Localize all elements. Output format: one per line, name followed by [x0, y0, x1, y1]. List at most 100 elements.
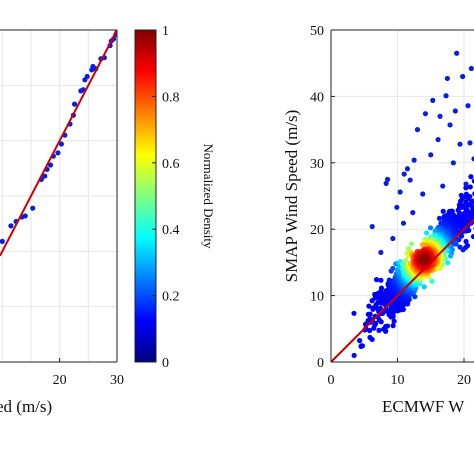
density-point: [378, 285, 385, 291]
right-data-point: [435, 136, 441, 143]
left-x-axis-label: ed (m/s): [0, 397, 52, 416]
density-point: [445, 260, 451, 266]
density-point: [366, 303, 372, 309]
colorbar-ticks: 0 0.2 0.4 0.6 0.8 1: [152, 24, 180, 371]
right-data-point: [401, 171, 407, 177]
density-point: [424, 230, 430, 236]
right-data-point: [420, 191, 426, 197]
right-data-point: [430, 97, 436, 103]
right-data-point: [454, 50, 460, 56]
right-data-point: [452, 108, 458, 114]
density-point: [440, 208, 446, 214]
right-data-point: [414, 127, 421, 133]
left-data-point: [71, 101, 78, 107]
density-point: [463, 238, 469, 245]
density-point: [351, 310, 357, 316]
right-data-point: [443, 93, 449, 99]
density-point: [463, 185, 469, 191]
right-y-axis-label: SMAP Wind Speed (m/s): [282, 110, 301, 283]
density-point: [367, 311, 373, 317]
density-point: [359, 343, 366, 349]
right-y-tick-label: 20: [310, 223, 324, 238]
density-point: [384, 323, 391, 329]
right-data-point: [465, 103, 471, 109]
density-point: [351, 352, 357, 359]
right-y-tick-label: 0: [317, 356, 324, 371]
left-data-point: [42, 173, 48, 179]
left-fit-line: [0, 29, 118, 257]
density-point: [403, 257, 409, 264]
density-point: [436, 215, 443, 221]
density-point: [429, 278, 435, 284]
right-y-tick-label: 50: [310, 24, 324, 39]
right-data-point: [394, 204, 400, 210]
right-data-point: [369, 223, 375, 230]
right-x-tick-label: 20: [457, 373, 471, 388]
right-data-point: [444, 75, 450, 82]
right-data-point: [384, 176, 391, 182]
right-data-point: [428, 152, 434, 158]
density-point: [357, 338, 363, 344]
left-points: [0, 30, 117, 244]
right-x-tick-label: 10: [391, 373, 405, 388]
right-data-point: [400, 220, 407, 226]
right-x-ticks: 0 10 20: [328, 358, 471, 388]
density-point: [421, 256, 427, 262]
left-data-point: [84, 73, 90, 80]
right-data-point: [457, 141, 463, 147]
density-point: [373, 277, 380, 283]
right-x-tick-label: 0: [328, 373, 335, 388]
density-point: [420, 242, 426, 248]
colorbar-tick-label: 1: [162, 24, 169, 39]
right-data-point: [411, 157, 417, 163]
right-data-point: [390, 235, 396, 242]
right-x-axis-label: ECMWF W: [382, 397, 465, 416]
colorbar-tick-label: 0.4: [162, 223, 180, 238]
left-data-point: [22, 213, 28, 219]
right-data-point: [378, 249, 384, 256]
right-data-point: [471, 156, 474, 162]
density-point: [376, 327, 382, 333]
right-data-point: [422, 111, 429, 117]
density-point: [396, 268, 402, 275]
density-point: [469, 204, 474, 210]
right-data-point: [404, 166, 411, 172]
right-data-point: [467, 140, 473, 146]
colorbar-tick-label: 0.8: [162, 90, 180, 105]
right-data-point: [450, 160, 456, 166]
density-point: [373, 320, 379, 326]
colorbar-tick-label: 0.2: [162, 290, 180, 305]
left-x-tick-label: 20: [53, 373, 67, 388]
density-point: [367, 334, 373, 341]
colorbar-tick-label: 0.6: [162, 157, 180, 172]
density-point: [457, 244, 463, 250]
right-data-point: [468, 65, 474, 72]
left-data-point: [55, 150, 61, 156]
density-point: [421, 284, 427, 290]
left-data-point: [47, 162, 54, 168]
density-point: [391, 318, 397, 324]
left-x-tick-label: 30: [110, 373, 124, 388]
density-point: [438, 220, 444, 226]
right-data-point: [410, 210, 416, 216]
right-data-point: [463, 181, 469, 187]
colorbar-label: Normalized Density: [201, 143, 216, 249]
right-data-point: [440, 183, 446, 189]
density-point: [467, 184, 473, 190]
left-data-point: [8, 223, 14, 229]
density-point: [390, 265, 396, 272]
right-y-ticks: 0 10 20 30 40 50: [310, 24, 335, 371]
density-point: [447, 253, 454, 259]
density-point: [378, 277, 384, 283]
density-point: [470, 233, 474, 240]
colorbar-gradient: [134, 29, 157, 363]
right-fit-line: [330, 218, 474, 363]
density-point: [412, 294, 418, 300]
left-data-point: [30, 205, 36, 211]
right-y-tick-label: 30: [310, 157, 324, 172]
right-data-point: [397, 189, 403, 195]
left-x-ticks: 20 30: [53, 358, 124, 388]
right-y-tick-label: 10: [310, 290, 324, 305]
